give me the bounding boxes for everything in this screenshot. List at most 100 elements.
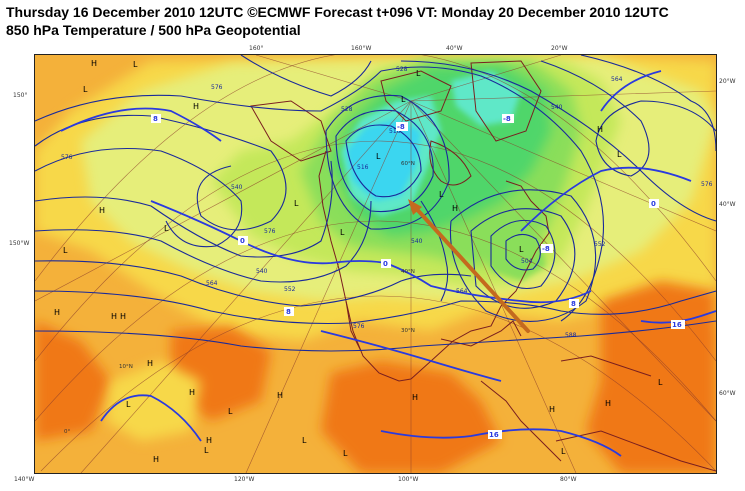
coastlines bbox=[250, 60, 716, 472]
geopotential-contour bbox=[470, 208, 576, 309]
geopotential-label: 564 bbox=[611, 76, 623, 83]
low-marker: L bbox=[343, 449, 348, 458]
temp-band-warm-deep bbox=[586, 281, 716, 473]
coastline-caribbean bbox=[560, 355, 652, 377]
low-marker: L bbox=[294, 199, 299, 208]
bottom-lon-label: 120°W bbox=[234, 476, 255, 483]
coastline-hudson-bay bbox=[429, 140, 472, 186]
geopotential-contour bbox=[35, 200, 372, 283]
temp-band-green-west bbox=[481, 223, 546, 281]
svg-text:16: 16 bbox=[672, 321, 682, 329]
svg-text:16: 16 bbox=[489, 431, 499, 439]
svg-text:8: 8 bbox=[571, 300, 576, 308]
temperature-contour bbox=[380, 428, 622, 457]
svg-text:-8: -8 bbox=[503, 115, 511, 123]
high-marker: H bbox=[91, 59, 97, 68]
forecast-map-canvas: 576 576 564 552 540 576 516 528 540 564 … bbox=[35, 55, 716, 473]
forecast-title: Thursday 16 December 2010 12UTC ©ECMWF F… bbox=[6, 4, 669, 20]
low-marker: L bbox=[228, 407, 233, 416]
high-marker: H bbox=[189, 388, 195, 397]
geopotential-label: 576 bbox=[353, 323, 365, 330]
graticule-label: 30°N bbox=[401, 328, 415, 334]
geopotential-contour bbox=[35, 70, 382, 122]
svg-text:8: 8 bbox=[286, 308, 291, 316]
longitude-line bbox=[245, 100, 412, 473]
low-marker: L bbox=[519, 245, 524, 254]
geopotential-label: 564 bbox=[206, 280, 218, 287]
low-marker: L bbox=[439, 190, 444, 199]
svg-text:0: 0 bbox=[651, 200, 656, 208]
low-marker: L bbox=[340, 228, 345, 237]
temperature-contour bbox=[520, 166, 692, 232]
geopotential-label: 540 bbox=[411, 238, 423, 245]
coastline-greenland bbox=[470, 60, 542, 142]
geopotential-label: 528 bbox=[341, 106, 353, 113]
right-lon-label: 60°W bbox=[719, 390, 736, 397]
temperature-labels: 8 0 0 -8 -8 8 0 -8 16 16 8 bbox=[151, 114, 685, 439]
high-marker: H bbox=[120, 312, 126, 321]
high-marker: H bbox=[54, 308, 60, 317]
latitude-line bbox=[35, 220, 716, 422]
temp-label-box: -8 bbox=[396, 122, 408, 131]
latitude-line bbox=[35, 55, 716, 282]
temp-label-box: 0 bbox=[649, 199, 659, 208]
geopotential-contour bbox=[580, 55, 716, 152]
geopotential-label: 552 bbox=[284, 286, 296, 293]
low-marker: L bbox=[401, 95, 406, 104]
temp-label-box: 0 bbox=[238, 236, 248, 245]
low-marker: L bbox=[204, 446, 209, 455]
geopotential-contour bbox=[35, 290, 716, 325]
temperature-contour bbox=[320, 330, 502, 382]
longitude-line bbox=[410, 100, 577, 473]
svg-text:0: 0 bbox=[383, 260, 388, 268]
storm-track-arrow bbox=[408, 199, 530, 333]
geopotential-label: 528 bbox=[396, 66, 408, 73]
geopotential-contour bbox=[540, 60, 716, 177]
low-marker: L bbox=[164, 224, 169, 233]
high-marker: H bbox=[206, 436, 212, 445]
low-marker: L bbox=[561, 447, 566, 456]
top-lon-label: 160° bbox=[249, 45, 264, 52]
low-marker: L bbox=[416, 69, 421, 78]
bottom-lon-label: 100°W bbox=[398, 476, 419, 483]
graticule-label: 10°N bbox=[119, 364, 133, 370]
geopotential-label: 540 bbox=[551, 104, 563, 111]
geopotential-label: 504 bbox=[521, 258, 533, 265]
temp-label-box: 0 bbox=[381, 259, 391, 268]
temperature-contour bbox=[60, 107, 222, 142]
longitude-line bbox=[410, 90, 716, 102]
temp-label-box: 8 bbox=[151, 114, 161, 123]
geopotential-label: 540 bbox=[231, 184, 243, 191]
temperature-contour bbox=[600, 70, 662, 112]
right-lon-label: 40°W bbox=[719, 201, 736, 208]
low-marker: L bbox=[133, 60, 138, 69]
temp-label-box: 16 bbox=[671, 320, 685, 329]
geopotential-label: 516 bbox=[389, 128, 401, 135]
high-marker: H bbox=[412, 393, 418, 402]
forecast-subtitle: 850 hPa Temperature / 500 hPa Geopotenti… bbox=[6, 22, 301, 38]
top-lon-label: 20°W bbox=[551, 45, 568, 52]
high-marker: H bbox=[605, 399, 611, 408]
geopotential-contour bbox=[400, 60, 716, 222]
graticule-label: 40°N bbox=[401, 269, 415, 275]
high-marker: H bbox=[452, 204, 458, 213]
high-marker: H bbox=[597, 125, 603, 134]
geopotential-contours bbox=[35, 55, 716, 352]
geopotential-contour bbox=[380, 66, 605, 322]
bottom-lon-label: 140°W bbox=[14, 476, 35, 483]
longitude-line bbox=[80, 100, 412, 473]
temperature-shading bbox=[35, 55, 716, 473]
coastline-central-america bbox=[480, 380, 562, 462]
top-lon-label: 40°W bbox=[446, 45, 463, 52]
geopotential-label: 576 bbox=[211, 84, 223, 91]
coastline-alaska bbox=[250, 100, 332, 162]
geopotential-label: 588 bbox=[565, 332, 577, 339]
latitude-line bbox=[35, 140, 716, 362]
geopotential-contour bbox=[35, 147, 243, 248]
temp-label-box: 8 bbox=[569, 299, 579, 308]
geopotential-contour bbox=[345, 124, 422, 198]
high-marker: H bbox=[99, 206, 105, 215]
svg-text:-8: -8 bbox=[542, 245, 550, 253]
geopotential-label: 576 bbox=[264, 228, 276, 235]
temp-label-box: 16 bbox=[488, 430, 502, 439]
